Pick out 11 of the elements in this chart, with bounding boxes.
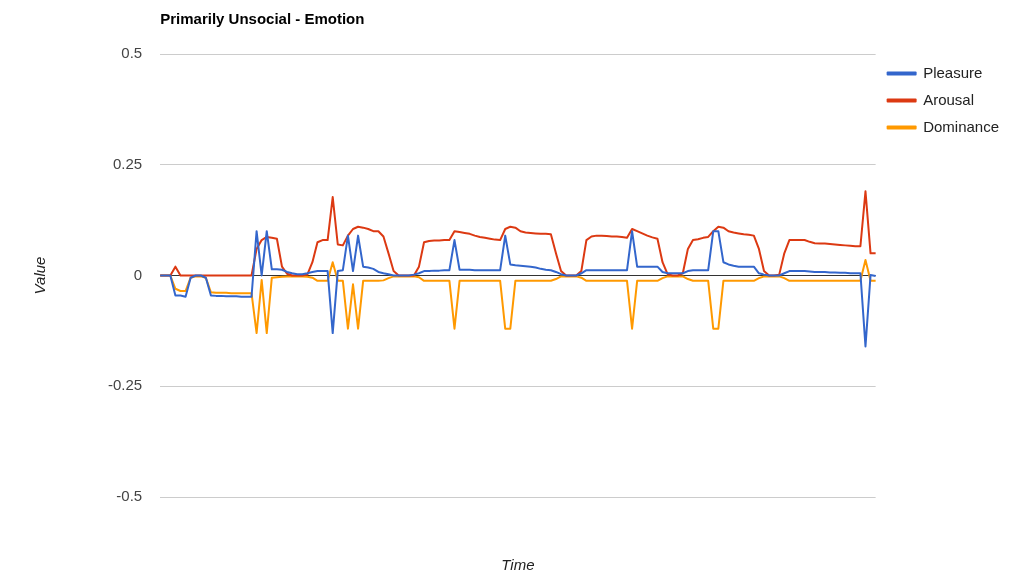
y-tick-label: 0.25 xyxy=(112,154,143,172)
legend-label: Arousal xyxy=(923,90,974,108)
y-axis-title: Value xyxy=(31,256,49,295)
y-tick-label: 0 xyxy=(133,265,143,283)
y-tick-label: -0.25 xyxy=(107,376,143,394)
legend-label: Pleasure xyxy=(923,63,983,81)
y-tick-label: -0.5 xyxy=(116,487,143,505)
legend-label: Dominance xyxy=(923,117,999,135)
chart-title: Primarily Unsocial - Emotion xyxy=(160,10,365,28)
y-tick-label: 0.5 xyxy=(121,44,143,62)
x-axis-title: Time xyxy=(501,556,535,574)
